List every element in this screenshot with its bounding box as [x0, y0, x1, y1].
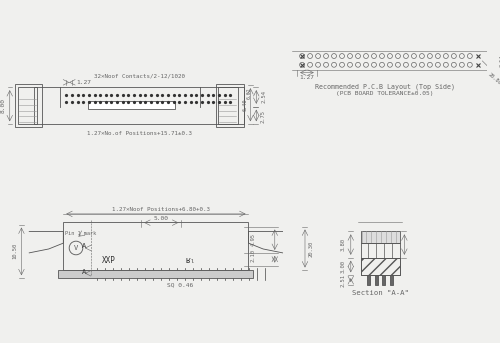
Text: A: A — [82, 243, 86, 249]
Bar — [390, 275, 393, 285]
Text: 20.30: 20.30 — [308, 241, 314, 257]
Text: Recommended P.C.B Layout (Top Side): Recommended P.C.B Layout (Top Side) — [315, 84, 455, 91]
Text: 1.27: 1.27 — [300, 75, 314, 80]
Text: SQ 0.46: SQ 0.46 — [167, 283, 194, 287]
Text: 2.10: 2.10 — [251, 249, 256, 262]
Text: 2.51: 2.51 — [340, 274, 345, 287]
Bar — [34, 87, 244, 124]
Text: 2.75: 2.75 — [260, 110, 266, 123]
Bar — [58, 270, 254, 278]
Bar — [14, 84, 42, 127]
Text: Pin 1 mark: Pin 1 mark — [66, 231, 96, 236]
Text: 1.27×Noof Positions+6.80+0.3: 1.27×Noof Positions+6.80+0.3 — [112, 206, 210, 212]
Text: 2.54: 2.54 — [262, 91, 266, 104]
Bar — [360, 243, 400, 258]
Bar — [360, 258, 400, 275]
Bar — [360, 232, 400, 243]
Bar — [360, 258, 400, 275]
Bar — [374, 275, 378, 285]
Text: 8.00: 8.00 — [0, 98, 5, 113]
Text: 6.40: 6.40 — [243, 98, 248, 111]
Bar — [88, 101, 176, 109]
Text: Section "A-A": Section "A-A" — [352, 290, 408, 296]
Text: 32×Noof Contacts/2-12/1020: 32×Noof Contacts/2-12/1020 — [94, 73, 185, 78]
Text: 6.02: 6.02 — [247, 87, 252, 99]
Bar — [64, 222, 248, 270]
Text: 4.95: 4.95 — [251, 233, 256, 246]
Text: 20.80: 20.80 — [488, 71, 500, 85]
Text: 3.80: 3.80 — [340, 238, 345, 251]
Text: 3.00: 3.00 — [340, 260, 345, 273]
Bar — [18, 87, 37, 124]
Bar — [216, 84, 244, 127]
Text: V: V — [74, 245, 78, 251]
Text: A: A — [82, 269, 86, 275]
Text: 1.27: 1.27 — [76, 80, 91, 85]
Bar — [218, 87, 238, 124]
Text: 10.50: 10.50 — [12, 243, 17, 259]
Text: 5.00: 5.00 — [154, 216, 168, 221]
Bar — [367, 275, 370, 285]
Text: (PCB BOARD TOLERANCE±0.05): (PCB BOARD TOLERANCE±0.05) — [336, 91, 434, 96]
Bar — [382, 275, 386, 285]
Text: XXP: XXP — [102, 256, 116, 265]
Text: ʁₗ: ʁₗ — [185, 256, 195, 265]
Text: 1.27×No.of Positions+15.71±0.3: 1.27×No.of Positions+15.71±0.3 — [87, 131, 192, 137]
